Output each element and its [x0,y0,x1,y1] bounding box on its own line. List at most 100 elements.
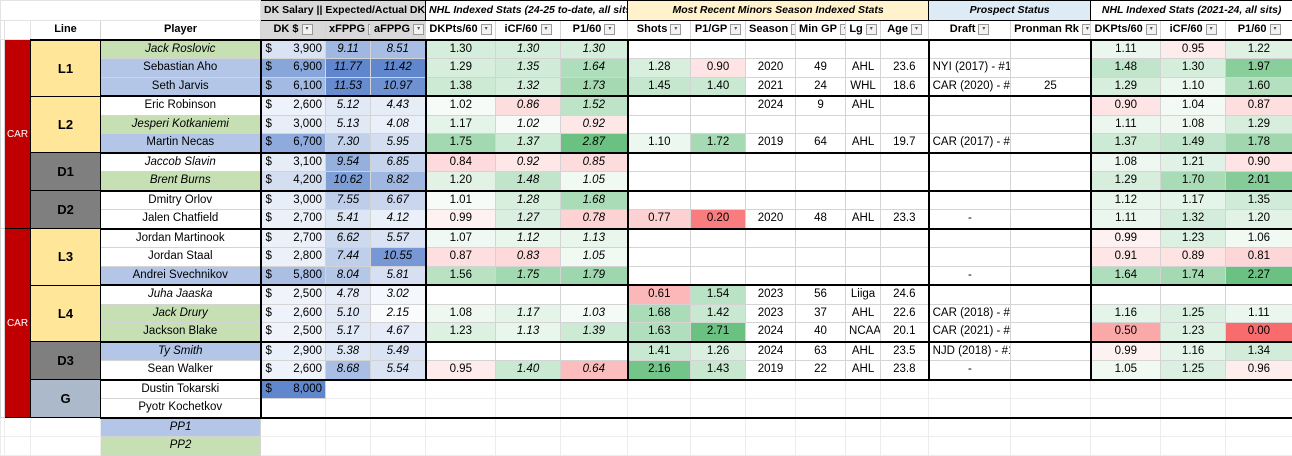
stat-value: 8.82 [387,174,409,186]
stat-cell: 2020 [746,59,796,78]
stat-value: 5.54 [387,363,409,375]
stat-cell: 0.92 [561,115,628,134]
stat-cell: 1.29 [1091,172,1161,191]
stat-cell [496,380,561,399]
stat-value: 7.55 [337,194,359,206]
stat-value: 1.12 [517,232,539,244]
stat-value: 1.21 [1182,156,1204,168]
stat-cell: 3.02 [371,285,426,304]
stat-cell [628,96,691,115]
stat-cell [1011,285,1091,304]
dk-salary: 2,800 [293,250,322,262]
stat-cell [1161,399,1226,418]
filter-button[interactable]: ▾ [730,24,741,35]
stat-value: 1.64 [583,61,605,73]
stat-value: 2.27 [1248,269,1270,281]
stat-cell: 5.57 [371,229,426,248]
stat-cell [1226,399,1292,418]
stat-cell: 1.28 [628,59,691,78]
stat-cell: 1.17 [496,304,561,323]
stat-cell [628,266,691,285]
blank-cell [31,418,101,437]
column-header-text: Season [749,23,788,35]
column-header: P1/60▾ [561,21,628,40]
stat-value: 1.38 [450,80,472,92]
stat-cell [628,115,691,134]
stat-value: 1.20 [450,174,472,186]
stat-cell: 1.07 [426,229,496,248]
group-header: DK Salary || Expected/Actual DKPts [261,1,426,21]
stat-value: 1.02 [517,118,539,130]
stat-cell: 1.34 [1226,342,1292,361]
filter-button[interactable]: ▾ [481,24,492,35]
stat-cell: 2024 [746,342,796,361]
stat-cell: 0.96 [1226,361,1292,380]
stat-value: 1.64 [1115,269,1137,281]
player-name: Brent Burns [101,172,261,191]
stat-cell: 1.23 [426,323,496,342]
stat-cell: 1.25 [1161,304,1226,323]
stat-value: 5.17 [337,325,359,337]
stat-cell: - [929,361,1011,380]
stat-cell: 1.60 [1226,77,1292,96]
stat-value: 6.62 [337,232,359,244]
stat-cell [796,229,846,248]
stat-value: 2024 [758,325,784,337]
column-header: Season▾ [746,21,796,40]
stat-value: 1.04 [1182,99,1204,111]
stat-cell: 7.30 [326,134,371,153]
stat-cell [796,266,846,285]
filter-button[interactable]: ▾ [866,24,877,35]
stat-value: 1.11 [1115,118,1137,130]
stat-cell: 1.48 [496,172,561,191]
stat-cell [691,191,746,210]
filter-button[interactable]: ▾ [1082,24,1091,35]
filter-button[interactable]: ▾ [1206,24,1217,35]
filter-button[interactable]: ▾ [911,24,922,35]
stat-value: 48 [814,212,827,224]
stat-cell: 1.10 [628,134,691,153]
filter-button[interactable]: ▾ [670,24,681,35]
stat-value: 2.01 [1248,174,1270,186]
stat-cell [1011,380,1091,399]
blank-cell [628,437,691,456]
stat-cell [561,399,628,418]
stat-cell [881,399,929,418]
filter-button[interactable]: ▾ [840,24,846,35]
filter-button[interactable]: ▾ [413,24,424,35]
dk-salary: 2,600 [293,363,322,375]
filter-button[interactable]: ▾ [541,24,552,35]
filter-button[interactable]: ▾ [1146,24,1157,35]
stat-cell: 1.38 [426,77,496,96]
stat-cell [628,229,691,248]
filter-button[interactable]: ▾ [978,24,989,35]
stat-cell: 5.12 [326,96,371,115]
filter-button[interactable]: ▾ [604,24,615,35]
stat-cell: 1.05 [561,172,628,191]
filter-button[interactable]: ▾ [1270,24,1281,35]
blank-cell [371,437,426,456]
stat-value: 23.5 [893,345,915,357]
stat-value: 1.26 [707,345,729,357]
stat-cell [1011,248,1091,267]
stat-value: AHL [852,363,874,375]
stat-cell [1011,59,1091,78]
stat-value: 0.99 [1115,232,1137,244]
stat-cell [261,399,326,418]
filter-button[interactable]: ▾ [302,24,313,35]
stat-cell [796,115,846,134]
stat-cell [929,115,1011,134]
stat-value: 64 [814,136,827,148]
filter-button[interactable]: ▾ [791,24,795,35]
stat-value: NYI (2017) - #139 [933,61,1011,73]
stat-value: 5.95 [387,136,409,148]
stat-cell: 1.30 [426,40,496,59]
stat-cell: 1.52 [561,96,628,115]
dk-salary: 6,700 [293,136,322,148]
stat-value: 5.49 [387,345,409,357]
stat-cell: 5.49 [371,342,426,361]
stat-value: 63 [814,345,827,357]
stat-value: - [968,269,972,281]
